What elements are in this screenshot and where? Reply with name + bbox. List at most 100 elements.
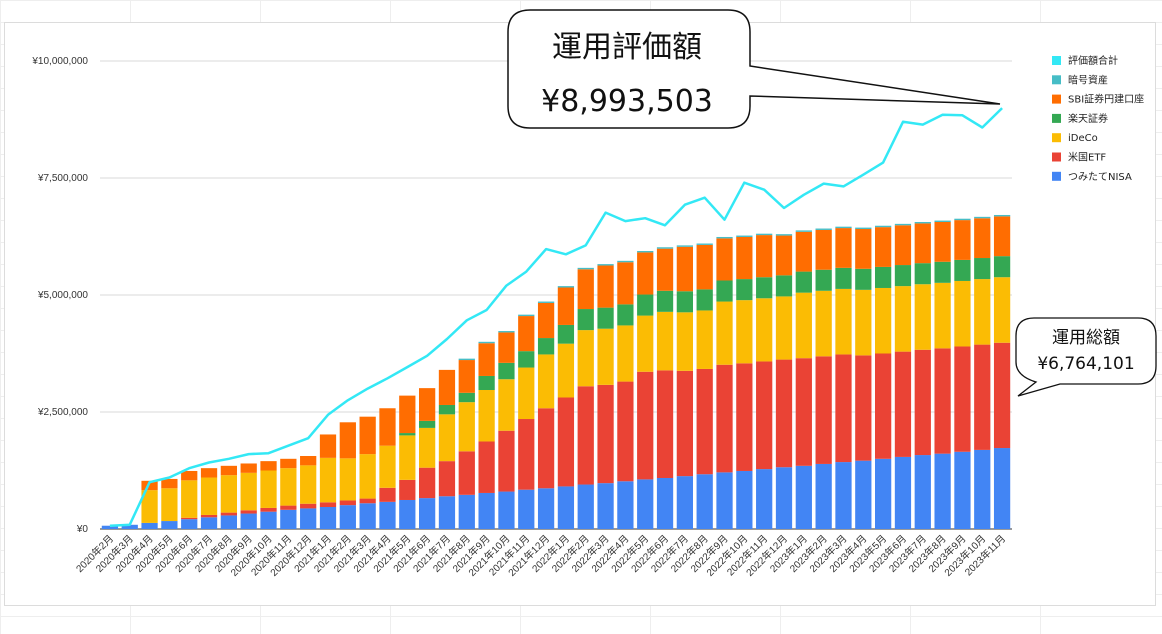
bar-segment[interactable] [617, 260, 634, 263]
bar-segment[interactable] [280, 505, 297, 510]
bar-segment[interactable] [537, 301, 555, 303]
bar-segment[interactable] [200, 514, 218, 518]
bar-segment[interactable] [121, 524, 138, 529]
bar-segment[interactable] [557, 286, 575, 288]
bar-segment[interactable] [319, 502, 337, 508]
bar-stack[interactable] [934, 220, 951, 529]
bar-segment[interactable] [815, 290, 832, 357]
bar-segment[interactable] [438, 414, 456, 462]
bar-segment[interactable] [696, 289, 713, 311]
bar-segment[interactable] [359, 416, 376, 455]
bar-segment[interactable] [656, 248, 674, 291]
bar-segment[interactable] [894, 456, 912, 529]
bar-stack[interactable] [419, 388, 436, 529]
bar-segment[interactable] [795, 358, 812, 466]
bar-segment[interactable] [855, 268, 872, 290]
bar-segment[interactable] [993, 216, 1011, 257]
bar-segment[interactable] [875, 353, 892, 459]
bar-segment[interactable] [280, 458, 297, 469]
bar-segment[interactable] [399, 435, 416, 480]
bar-segment[interactable] [736, 279, 753, 301]
legend-item[interactable]: SBI証券円建口座 [1052, 93, 1144, 106]
bar-stack[interactable] [855, 227, 872, 529]
bar-stack[interactable] [339, 422, 356, 529]
bar-segment[interactable] [676, 312, 693, 371]
bar-segment[interactable] [300, 503, 317, 509]
bar-segment[interactable] [300, 455, 317, 466]
bar-segment[interactable] [855, 229, 872, 269]
bar-segment[interactable] [756, 277, 773, 299]
bar-segment[interactable] [141, 480, 158, 491]
bar-segment[interactable] [399, 499, 416, 529]
bar-segment[interactable] [756, 469, 773, 529]
bar-segment[interactable] [656, 477, 674, 529]
bar-segment[interactable] [756, 361, 773, 470]
bar-segment[interactable] [835, 288, 852, 355]
bar-segment[interactable] [775, 235, 793, 276]
bar-segment[interactable] [617, 262, 634, 305]
bar-segment[interactable] [537, 338, 555, 355]
bar-segment[interactable] [597, 328, 614, 385]
bar-segment[interactable] [478, 343, 495, 376]
bar-segment[interactable] [240, 513, 257, 529]
bar-segment[interactable] [835, 226, 852, 229]
bar-segment[interactable] [399, 433, 416, 436]
bar-stack[interactable] [161, 478, 178, 529]
bar-segment[interactable] [458, 392, 475, 403]
bar-segment[interactable] [617, 381, 634, 482]
bar-stack[interactable] [280, 458, 297, 529]
bar-segment[interactable] [557, 343, 575, 398]
bar-segment[interactable] [993, 214, 1011, 217]
bar-stack[interactable] [993, 214, 1011, 529]
bar-stack[interactable] [875, 225, 892, 529]
bar-segment[interactable] [974, 216, 991, 219]
bar-segment[interactable] [359, 454, 376, 499]
bar-segment[interactable] [716, 301, 733, 365]
bar-segment[interactable] [894, 265, 912, 287]
bar-segment[interactable] [617, 481, 634, 529]
bar-stack[interactable] [617, 260, 634, 529]
bar-segment[interactable] [161, 488, 178, 522]
bar-segment[interactable] [419, 498, 436, 529]
bar-segment[interactable] [458, 360, 475, 393]
bar-segment[interactable] [597, 483, 614, 529]
bar-segment[interactable] [914, 263, 931, 285]
bar-segment[interactable] [557, 324, 575, 344]
bar-segment[interactable] [359, 503, 376, 529]
bar-segment[interactable] [954, 451, 971, 529]
bar-segment[interactable] [736, 470, 753, 529]
bar-segment[interactable] [974, 279, 991, 345]
bar-segment[interactable] [716, 236, 733, 239]
bar-stack[interactable] [696, 243, 713, 529]
bar-segment[interactable] [974, 449, 991, 529]
bar-stack[interactable] [518, 314, 535, 529]
bar-segment[interactable] [756, 233, 773, 236]
bar-segment[interactable] [577, 386, 594, 485]
bar-segment[interactable] [676, 245, 693, 247]
bar-stack[interactable] [756, 233, 773, 529]
bar-stack[interactable] [101, 525, 119, 529]
bar-segment[interactable] [141, 490, 158, 523]
bar-segment[interactable] [478, 341, 495, 344]
bar-segment[interactable] [914, 284, 931, 350]
bar-segment[interactable] [875, 458, 892, 529]
bar-segment[interactable] [637, 251, 654, 253]
bar-segment[interactable] [637, 252, 654, 295]
bar-segment[interactable] [220, 512, 237, 516]
bar-segment[interactable] [954, 280, 971, 347]
bar-segment[interactable] [775, 467, 793, 529]
bar-segment[interactable] [894, 351, 912, 457]
bar-segment[interactable] [161, 521, 178, 529]
bar-segment[interactable] [676, 246, 693, 292]
bar-segment[interactable] [240, 463, 257, 473]
bar-segment[interactable] [637, 371, 654, 480]
bar-segment[interactable] [339, 422, 356, 459]
bar-segment[interactable] [260, 470, 277, 508]
bar-segment[interactable] [914, 349, 931, 456]
bar-segment[interactable] [260, 511, 277, 529]
bar-stack[interactable] [557, 286, 575, 529]
bar-stack[interactable] [260, 461, 277, 529]
bar-segment[interactable] [319, 457, 337, 503]
bar-segment[interactable] [637, 315, 654, 372]
